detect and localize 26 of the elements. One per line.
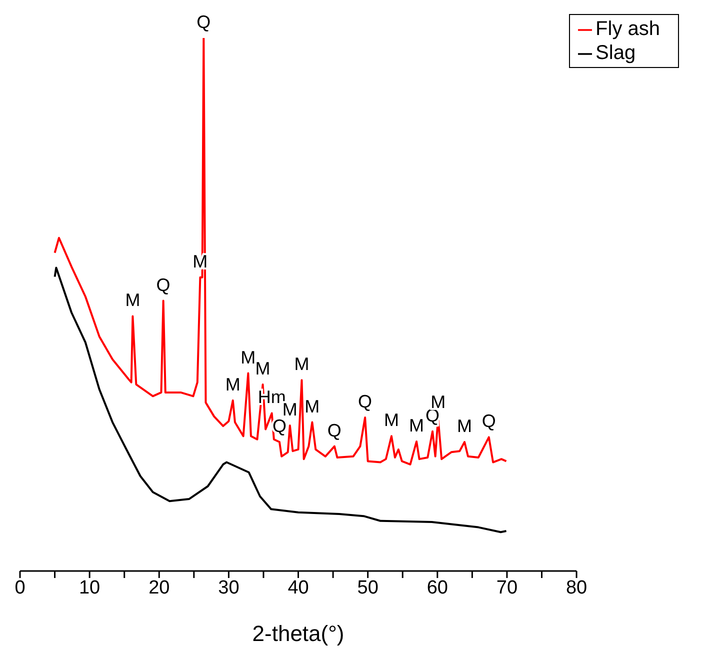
annotation: M [240, 347, 256, 368]
annotation: M [225, 374, 240, 394]
annotation: M [457, 416, 472, 436]
x-tick-label: 50 [357, 577, 378, 598]
x-tick-label: 30 [218, 577, 240, 598]
annotation: M [294, 354, 310, 374]
annotation: M [304, 396, 320, 416]
annotation: Q [482, 411, 496, 432]
x-tick-label: 60 [426, 577, 448, 598]
x-tick-label: 20 [148, 577, 170, 598]
annotation: M [384, 410, 399, 430]
x-tick-label: 40 [288, 577, 309, 598]
x-tick-label: 70 [496, 577, 518, 598]
annotation: Q [156, 274, 170, 295]
annotation: M [409, 415, 424, 436]
annotation: Q [358, 391, 372, 412]
annotation: M [125, 290, 140, 310]
x-axis-title: 2-theta(°) [252, 621, 344, 646]
annotation: M [255, 358, 270, 378]
legend-label: Slag [596, 42, 636, 64]
x-tick-label: 10 [78, 577, 100, 598]
annotation: Q [196, 12, 211, 32]
x-tick-label: 0 [14, 577, 26, 598]
legend-label: Fly ash [596, 18, 660, 40]
annotation: Q [327, 420, 342, 440]
x-tick-label: 80 [566, 577, 588, 598]
